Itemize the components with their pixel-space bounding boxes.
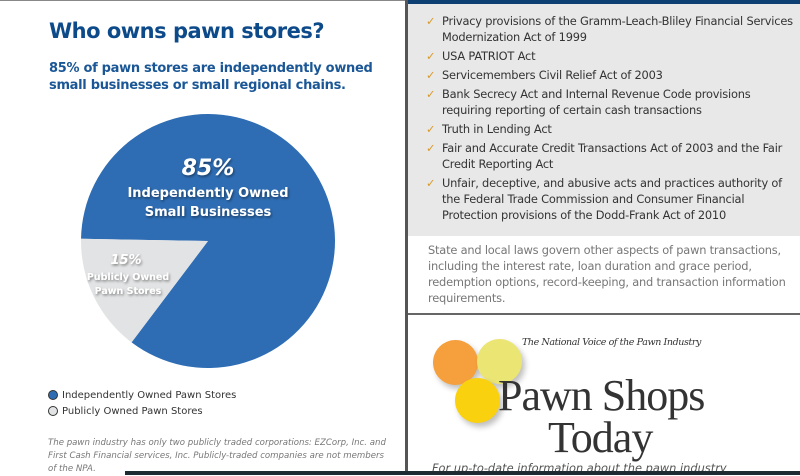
top-bar xyxy=(408,0,800,4)
page-divider xyxy=(405,0,408,475)
logo-circle-orange xyxy=(433,340,478,385)
footnote: The pawn industry has only two publicly … xyxy=(48,438,386,474)
pie-slice-independent xyxy=(81,113,335,368)
legend-item: Publicly Owned Pawn Stores xyxy=(48,403,236,419)
law-item: ✓ Fair and Accurate Credit Transactions A… xyxy=(426,140,796,172)
logo-name-line1: Pawn Shops xyxy=(498,371,705,420)
checkmark-icon: ✓ xyxy=(426,87,436,101)
laws-panel xyxy=(408,4,800,236)
slice-label: Small Businesses xyxy=(145,205,272,220)
logo-circle-yellow xyxy=(455,378,500,423)
law-text: Truth in Lending Act xyxy=(442,122,552,136)
law-text: Unfair, deceptive, and abusive acts and … xyxy=(442,176,782,222)
law-item: ✓ Privacy provisions of the Gramm-Leach-B… xyxy=(426,13,796,45)
pie-slice-public xyxy=(80,238,208,343)
pie-chart: 85% Independently Owned Small Businesses… xyxy=(80,113,335,368)
legend-swatch xyxy=(48,406,58,416)
checkmark-icon: ✓ xyxy=(426,141,436,155)
legend-item: Independently Owned Pawn Stores xyxy=(48,387,236,403)
checkmark-icon: ✓ xyxy=(426,14,436,28)
bottom-bar xyxy=(125,471,800,475)
section-divider xyxy=(408,313,800,315)
slice-label: Independently Owned xyxy=(127,186,288,201)
law-text: Privacy provisions of the Gramm-Leach-Bl… xyxy=(442,14,793,44)
slice-pct-label: 15% xyxy=(110,253,141,268)
law-item: ✓ Unfair, deceptive, and abusive acts and… xyxy=(426,175,796,223)
checkmark-icon: ✓ xyxy=(426,122,436,136)
legend-label: Independently Owned Pawn Stores xyxy=(62,389,237,401)
law-text: Servicemembers Civil Relief Act of 2003 xyxy=(442,68,663,82)
logo-circle-light-yellow xyxy=(477,339,522,384)
law-text: USA PATRIOT Act xyxy=(442,49,536,63)
logo-name-line2: Today xyxy=(548,413,653,462)
legend-label: Publicly Owned Pawn Stores xyxy=(62,405,203,417)
page-subtitle: 85% of pawn stores are independently own… xyxy=(49,61,373,93)
checkmark-icon: ✓ xyxy=(426,49,436,63)
law-text: Bank Secrecy Act and Internal Revenue Co… xyxy=(442,87,751,117)
left-page: Who owns pawn stores? 85% of pawn stores… xyxy=(0,0,406,475)
law-item: ✓ Servicemembers Civil Relief Act of 2003 xyxy=(426,67,796,83)
laws-list: ✓ Privacy provisions of the Gramm-Leach-B… xyxy=(426,13,796,226)
law-item: ✓ USA PATRIOT Act xyxy=(426,48,796,64)
checkmark-icon: ✓ xyxy=(426,176,436,190)
slice-pct-label: 85% xyxy=(182,156,235,181)
checkmark-icon: ✓ xyxy=(426,68,436,82)
chart-legend: Independently Owned Pawn Stores Publicly… xyxy=(48,387,236,419)
slice-label: Pawn Stores xyxy=(95,286,162,297)
law-item: ✓ Truth in Lending Act xyxy=(426,121,796,137)
slice-label: Publicly Owned xyxy=(87,272,169,283)
law-item: ✓ Bank Secrecy Act and Internal Revenue C… xyxy=(426,86,796,118)
page-title: Who owns pawn stores? xyxy=(49,19,325,43)
legend-swatch xyxy=(48,390,58,400)
state-laws-text: State and local laws govern other aspect… xyxy=(428,243,786,305)
logo-tagline: The National Voice of the Pawn Industry xyxy=(522,337,702,348)
law-text: Fair and Accurate Credit Transactions Ac… xyxy=(442,141,783,171)
